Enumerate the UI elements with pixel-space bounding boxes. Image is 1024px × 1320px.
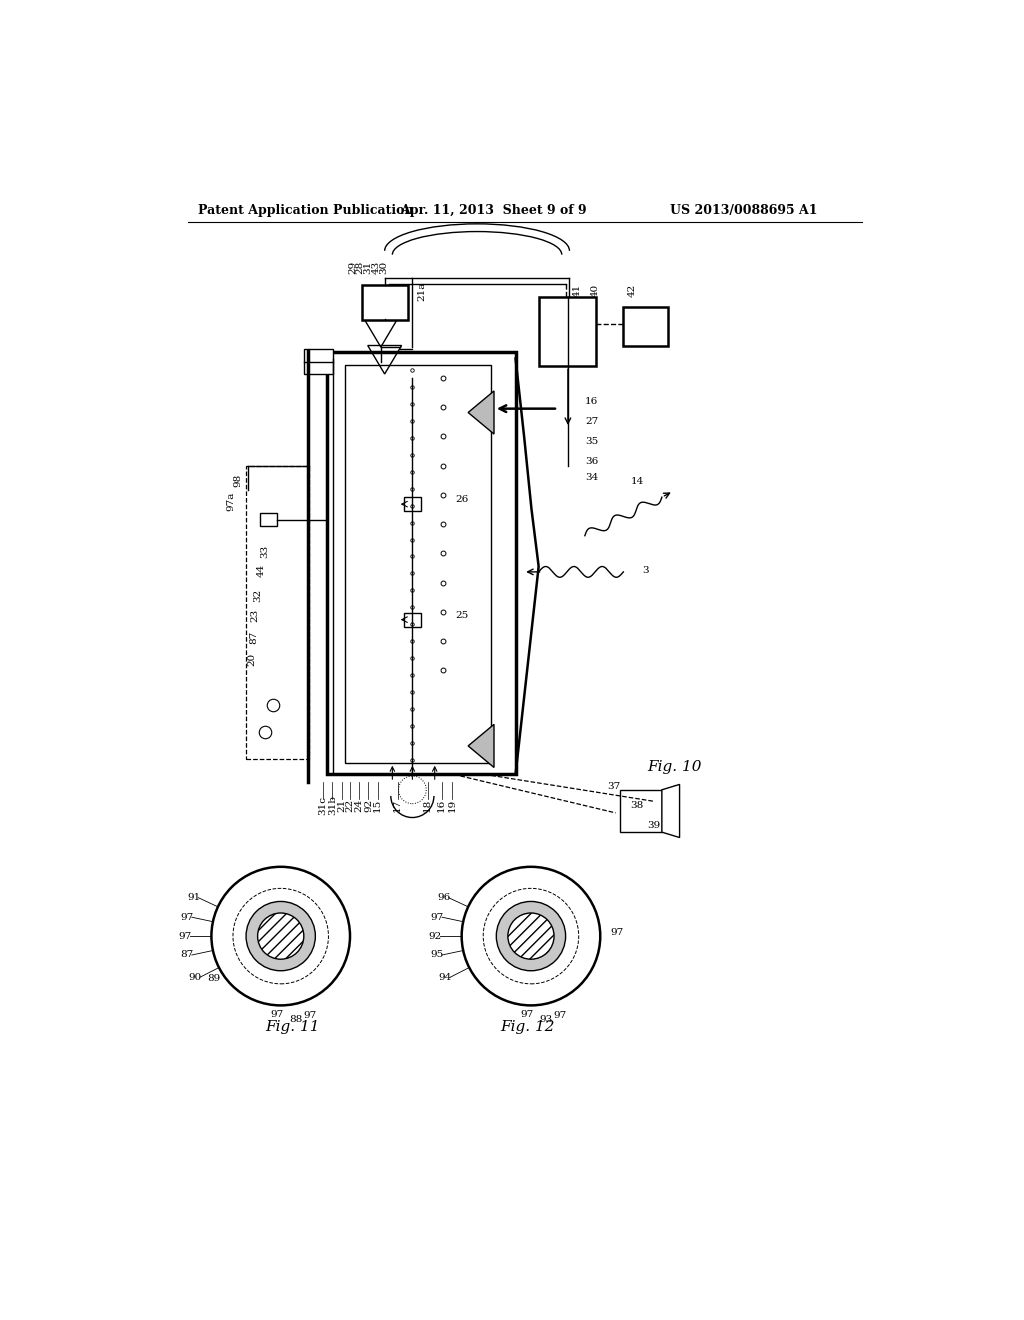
Polygon shape (468, 725, 494, 767)
Text: 44: 44 (256, 564, 265, 577)
Text: 16: 16 (437, 799, 446, 812)
Circle shape (258, 913, 304, 960)
Text: 24: 24 (354, 799, 364, 812)
Text: 39: 39 (647, 821, 660, 830)
Text: 92: 92 (429, 932, 442, 941)
Circle shape (211, 867, 350, 1006)
Bar (304, 350, 333, 374)
Text: 95: 95 (431, 950, 444, 960)
Text: Patent Application Publication: Patent Application Publication (198, 205, 413, 218)
Bar (539, 297, 596, 367)
Text: 23: 23 (251, 609, 260, 623)
Text: 87: 87 (249, 631, 258, 644)
Text: 43: 43 (372, 261, 381, 275)
Text: 36: 36 (585, 457, 598, 466)
Text: 22: 22 (345, 799, 354, 812)
Text: 21a: 21a (417, 281, 426, 301)
Text: 33: 33 (260, 544, 269, 558)
Bar (246, 466, 309, 759)
Text: 25: 25 (456, 611, 469, 619)
Text: 31c: 31c (318, 796, 328, 814)
Bar (620, 789, 662, 832)
Text: 97a: 97a (226, 491, 236, 511)
Text: 14: 14 (631, 478, 644, 486)
Text: 97: 97 (178, 932, 191, 941)
Text: 31: 31 (364, 261, 372, 275)
Text: 3: 3 (643, 566, 649, 574)
Polygon shape (662, 784, 680, 838)
Text: 97: 97 (431, 912, 444, 921)
Text: 93: 93 (540, 1015, 553, 1024)
Text: 28: 28 (355, 261, 365, 275)
Text: Apr. 11, 2013  Sheet 9 of 9: Apr. 11, 2013 Sheet 9 of 9 (400, 205, 587, 218)
Text: 42: 42 (628, 284, 637, 297)
Text: 97: 97 (303, 1011, 316, 1020)
Bar (361, 285, 408, 321)
Bar (345, 364, 490, 763)
Text: US 2013/0088695 A1: US 2013/0088695 A1 (670, 205, 817, 218)
Text: 35: 35 (585, 437, 598, 446)
Circle shape (508, 913, 554, 960)
Text: 27: 27 (585, 417, 598, 426)
Bar (624, 308, 668, 346)
Bar (403, 498, 421, 511)
Text: 17: 17 (393, 799, 402, 812)
Text: 97: 97 (610, 928, 624, 937)
Text: 91: 91 (187, 894, 201, 902)
Text: Fig. 11: Fig. 11 (265, 1020, 319, 1034)
Text: 16: 16 (585, 397, 598, 407)
Text: 97: 97 (270, 1010, 284, 1019)
Text: 98: 98 (233, 474, 243, 487)
Text: 18: 18 (423, 799, 432, 812)
Text: 90: 90 (188, 973, 202, 982)
Text: 87: 87 (180, 950, 194, 960)
Bar (327, 352, 515, 775)
Polygon shape (468, 391, 494, 434)
Text: 21: 21 (337, 799, 346, 812)
Text: 41: 41 (572, 284, 582, 297)
Circle shape (497, 902, 565, 970)
Text: Fig. 10: Fig. 10 (647, 760, 701, 774)
Circle shape (246, 902, 315, 970)
Text: 88: 88 (290, 1015, 303, 1024)
Text: 89: 89 (207, 974, 220, 983)
Text: 96: 96 (437, 894, 451, 902)
Text: 40: 40 (591, 284, 600, 297)
Bar (260, 512, 276, 527)
Text: 30: 30 (379, 261, 388, 275)
Text: 38: 38 (631, 801, 644, 809)
Text: 29: 29 (348, 261, 357, 275)
Text: 20: 20 (247, 652, 256, 665)
Bar (403, 612, 421, 627)
Text: 34: 34 (585, 474, 598, 482)
Text: 15: 15 (373, 799, 382, 812)
Text: 31b: 31b (328, 795, 337, 816)
Text: 92: 92 (364, 799, 373, 812)
Text: 97: 97 (520, 1010, 534, 1019)
Text: 94: 94 (438, 973, 452, 982)
Text: 97: 97 (180, 912, 194, 921)
Text: 97: 97 (554, 1011, 567, 1020)
Text: 26: 26 (456, 495, 469, 504)
Text: 32: 32 (253, 589, 262, 602)
Text: Fig. 12: Fig. 12 (500, 1020, 554, 1034)
Circle shape (462, 867, 600, 1006)
Text: 19: 19 (447, 799, 457, 812)
Text: 37: 37 (607, 783, 621, 791)
